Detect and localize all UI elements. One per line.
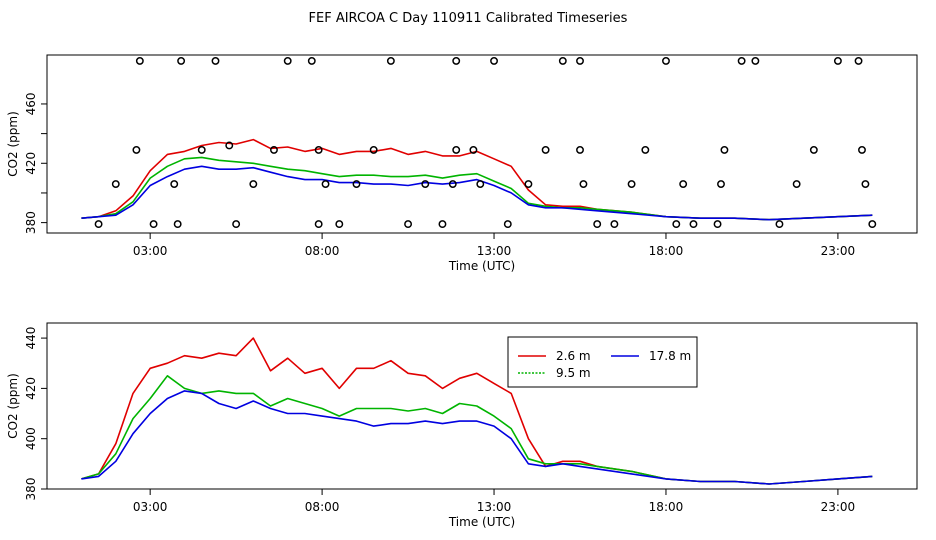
qc-point — [476, 180, 485, 189]
qc-point — [490, 56, 498, 65]
chart-title: FEF AIRCOA C Day 110911 Calibrated Times… — [309, 11, 628, 26]
qc-point — [170, 180, 179, 189]
qc-point — [524, 180, 533, 189]
qc-point — [854, 56, 863, 65]
qc-point — [314, 145, 323, 154]
qc-point — [314, 220, 323, 229]
panel-bottom: 03:00 08:00 13:00 18:00 23:00 Time (UTC) 380 40… — [6, 322, 918, 529]
qc-point — [469, 145, 478, 154]
y-tick-label: 380 — [24, 478, 38, 501]
qc-point — [627, 180, 636, 189]
qc-point — [541, 145, 550, 154]
legend-label-blue: 17.8 m — [649, 349, 691, 363]
qc-point — [321, 180, 330, 189]
qc-point — [717, 180, 725, 189]
y-tick-label: 400 — [24, 427, 38, 450]
qc-point — [713, 220, 722, 229]
panel-top: 03:00 08:00 13:00 18:00 23:00 Time (UTC) 380 42… — [6, 54, 918, 273]
qc-point — [576, 56, 584, 65]
y-axis-label: CO2 (ppm) — [6, 111, 20, 177]
qc-point — [197, 145, 206, 154]
qc-point — [249, 180, 258, 189]
y-axis-label: CO2 (ppm) — [6, 373, 20, 439]
qc-point — [369, 145, 378, 154]
qc-point — [833, 56, 842, 65]
x-tick-label: 08:00 — [305, 244, 340, 258]
x-tick-label: 18:00 — [649, 500, 684, 514]
qc-point — [641, 145, 650, 154]
x-axis-label: Time (UTC) — [448, 259, 515, 273]
qc-point — [173, 220, 182, 229]
series-line-blue — [81, 390, 873, 485]
qc-point — [593, 220, 602, 229]
qc-point — [94, 220, 103, 229]
y-tick-label: 420 — [24, 377, 38, 400]
x-tick-label: 03:00 — [133, 500, 168, 514]
y-tick-label: 440 — [24, 327, 38, 350]
x-tick-label: 08:00 — [305, 500, 340, 514]
qc-point — [720, 145, 729, 154]
qc-point — [211, 56, 220, 65]
qc-point — [132, 145, 141, 154]
legend-label-green: 9.5 m — [556, 366, 591, 380]
qc-point — [404, 220, 413, 229]
qc-point — [579, 180, 588, 189]
qc-point — [751, 56, 760, 65]
qc-point — [672, 220, 681, 229]
qc-point — [352, 180, 361, 189]
qc-point — [307, 56, 316, 65]
x-tick-label: 23:00 — [821, 500, 856, 514]
qc-point — [689, 220, 698, 229]
plot-frame — [46, 54, 918, 234]
qc-point — [679, 180, 688, 189]
series-line-red — [81, 337, 873, 485]
qc-point — [135, 56, 144, 65]
qc-point — [335, 220, 344, 229]
y-tick-label: 460 — [24, 92, 38, 115]
series-line-green — [81, 374, 873, 485]
qc-point — [270, 145, 278, 154]
qc-point — [809, 145, 818, 154]
qc-point — [177, 56, 186, 65]
x-tick-label: 13:00 — [477, 500, 512, 514]
qc-point — [452, 145, 461, 154]
qc-point — [421, 180, 430, 189]
qc-point — [225, 141, 234, 150]
qc-point — [283, 56, 292, 65]
legend-label-red: 2.6 m — [556, 349, 591, 363]
qc-point — [452, 56, 461, 65]
qc-point — [662, 56, 670, 65]
x-tick-label: 13:00 — [477, 244, 512, 258]
qc-point — [868, 220, 877, 229]
qc-point — [503, 220, 512, 229]
qc-point — [610, 220, 619, 229]
qc-point — [792, 180, 801, 189]
qc-point — [149, 220, 158, 229]
qc-point — [558, 56, 567, 65]
qc-point — [737, 56, 746, 65]
y-tick-label: 380 — [24, 211, 38, 234]
qc-point — [858, 145, 866, 154]
qc-point — [438, 220, 447, 229]
qc-point — [232, 220, 241, 229]
plot-frame — [46, 322, 918, 490]
x-tick-label: 23:00 — [821, 244, 856, 258]
y-tick-label: 420 — [24, 152, 38, 175]
legend-box — [507, 336, 698, 388]
qc-point — [861, 180, 870, 189]
qc-point — [775, 220, 784, 229]
qc-point — [111, 180, 120, 189]
qc-point — [576, 145, 584, 154]
x-tick-label: 03:00 — [133, 244, 168, 258]
x-axis-label: Time (UTC) — [448, 515, 515, 529]
qc-point — [386, 56, 395, 65]
x-tick-label: 18:00 — [649, 244, 684, 258]
series-line-blue — [81, 165, 873, 221]
qc-point — [448, 180, 457, 189]
